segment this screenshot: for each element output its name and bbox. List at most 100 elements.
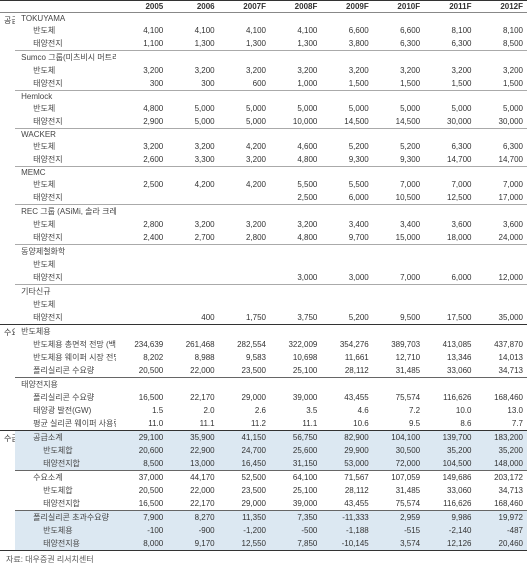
data-cell: 8,000 <box>116 537 167 550</box>
data-cell: 30,000 <box>424 115 475 129</box>
row-label: 반도체 <box>15 298 116 311</box>
data-cell: 3,400 <box>321 218 372 231</box>
group-title: WACKER <box>15 129 116 141</box>
data-cell: 11,661 <box>321 351 372 364</box>
data-cell <box>219 258 270 271</box>
data-cell <box>270 91 321 103</box>
data-cell <box>270 325 321 339</box>
data-cell: 1,300 <box>270 37 321 51</box>
data-cell <box>116 258 167 271</box>
data-cell: 1,100 <box>116 37 167 51</box>
data-cell <box>373 258 424 271</box>
data-cell: 3,750 <box>270 311 321 325</box>
data-cell: 35,200 <box>424 444 475 457</box>
data-cell: 1,500 <box>475 77 527 91</box>
data-cell: 75,574 <box>373 497 424 511</box>
data-cell: 168,460 <box>475 497 527 511</box>
data-row: 태양광 발전(GW)1.52.02.63.54.67.210.013.0 <box>0 404 527 417</box>
data-cell: 4,800 <box>270 231 321 245</box>
data-cell <box>270 298 321 311</box>
data-cell <box>475 129 527 141</box>
data-cell <box>219 378 270 392</box>
data-cell <box>321 298 372 311</box>
data-cell: 3,200 <box>373 64 424 77</box>
data-cell: 2,500 <box>270 191 321 205</box>
data-cell: 2,700 <box>167 231 218 245</box>
data-cell: 39,000 <box>270 391 321 404</box>
data-cell: -100 <box>116 524 167 537</box>
data-cell <box>270 378 321 392</box>
data-row: 반도체용 총면적 전망 (백만달러)234,639261,468282,5543… <box>0 338 527 351</box>
data-cell: 8,270 <box>167 511 218 525</box>
row-label: 태양전지 <box>15 311 116 325</box>
data-cell: 11.1 <box>270 417 321 431</box>
data-cell: 168,460 <box>475 391 527 404</box>
data-cell: 10.0 <box>424 404 475 417</box>
group-title: TOKUYAMA <box>15 13 116 25</box>
data-row: 반도체 <box>0 298 527 311</box>
data-cell: 5,000 <box>321 102 372 115</box>
row-label: 반도체 <box>15 64 116 77</box>
data-cell: 4,200 <box>219 140 270 153</box>
data-cell: 3,200 <box>219 153 270 167</box>
data-cell <box>219 129 270 141</box>
data-row: 태양전지1,1001,3001,3001,3003,8006,3006,3008… <box>0 37 527 51</box>
data-cell <box>167 271 218 285</box>
data-cell <box>373 51 424 65</box>
data-cell <box>167 91 218 103</box>
data-cell: 18,000 <box>424 231 475 245</box>
data-cell: 6,300 <box>373 37 424 51</box>
data-cell <box>424 298 475 311</box>
data-cell: 43,455 <box>321 497 372 511</box>
data-cell: 183,200 <box>475 431 527 445</box>
group-title: 동양제철화학 <box>15 245 116 259</box>
data-cell: 3,200 <box>475 64 527 77</box>
row-label: 반도체 <box>15 178 116 191</box>
data-cell: 3,200 <box>116 64 167 77</box>
data-cell: 8,500 <box>116 457 167 471</box>
group-title: 수요소계 <box>15 471 116 485</box>
data-cell <box>321 285 372 299</box>
data-cell <box>424 245 475 259</box>
row-label: 반도체 <box>15 218 116 231</box>
data-cell: 29,900 <box>321 444 372 457</box>
data-cell <box>167 245 218 259</box>
data-cell: 24,700 <box>219 444 270 457</box>
row-label: 반도체 <box>15 258 116 271</box>
data-row: 반도체 <box>0 258 527 271</box>
data-cell: 8,100 <box>424 24 475 37</box>
data-cell: 3,200 <box>167 218 218 231</box>
data-cell: 20,500 <box>116 364 167 378</box>
data-cell: 20,600 <box>116 444 167 457</box>
data-cell <box>116 91 167 103</box>
year-header: 2005 <box>116 1 167 13</box>
data-cell: 12,710 <box>373 351 424 364</box>
data-row: 태양전지2,5006,00010,50012,50017,000 <box>0 191 527 205</box>
data-cell: 44,170 <box>167 471 218 485</box>
row-label: 반도체용 <box>15 524 116 537</box>
data-cell: 6,300 <box>424 140 475 153</box>
data-cell: 9,170 <box>167 537 218 550</box>
data-cell: 16,500 <box>116 497 167 511</box>
row-label: 태양전지용 <box>15 537 116 550</box>
data-cell: 6,600 <box>373 24 424 37</box>
data-cell: 4,100 <box>270 24 321 37</box>
data-cell: 5,500 <box>321 178 372 191</box>
data-cell: 11.0 <box>116 417 167 431</box>
row-label: 반도체 <box>15 140 116 153</box>
data-cell: 5,000 <box>475 102 527 115</box>
data-cell <box>219 13 270 25</box>
data-cell: 6,000 <box>321 191 372 205</box>
data-cell: 1,500 <box>373 77 424 91</box>
data-row: 평균 실리콘 웨이퍼 사용량(g/W)11.011.111.211.110.69… <box>0 417 527 431</box>
data-cell <box>475 13 527 25</box>
data-cell: 3,400 <box>373 218 424 231</box>
data-cell: 1,300 <box>167 37 218 51</box>
data-cell: 5,000 <box>424 102 475 115</box>
data-cell <box>321 129 372 141</box>
data-cell: 12,500 <box>424 191 475 205</box>
data-cell: 5,500 <box>270 178 321 191</box>
data-cell <box>116 298 167 311</box>
data-row: 반도체합20,60022,90024,70025,60029,90030,500… <box>0 444 527 457</box>
data-cell <box>373 245 424 259</box>
